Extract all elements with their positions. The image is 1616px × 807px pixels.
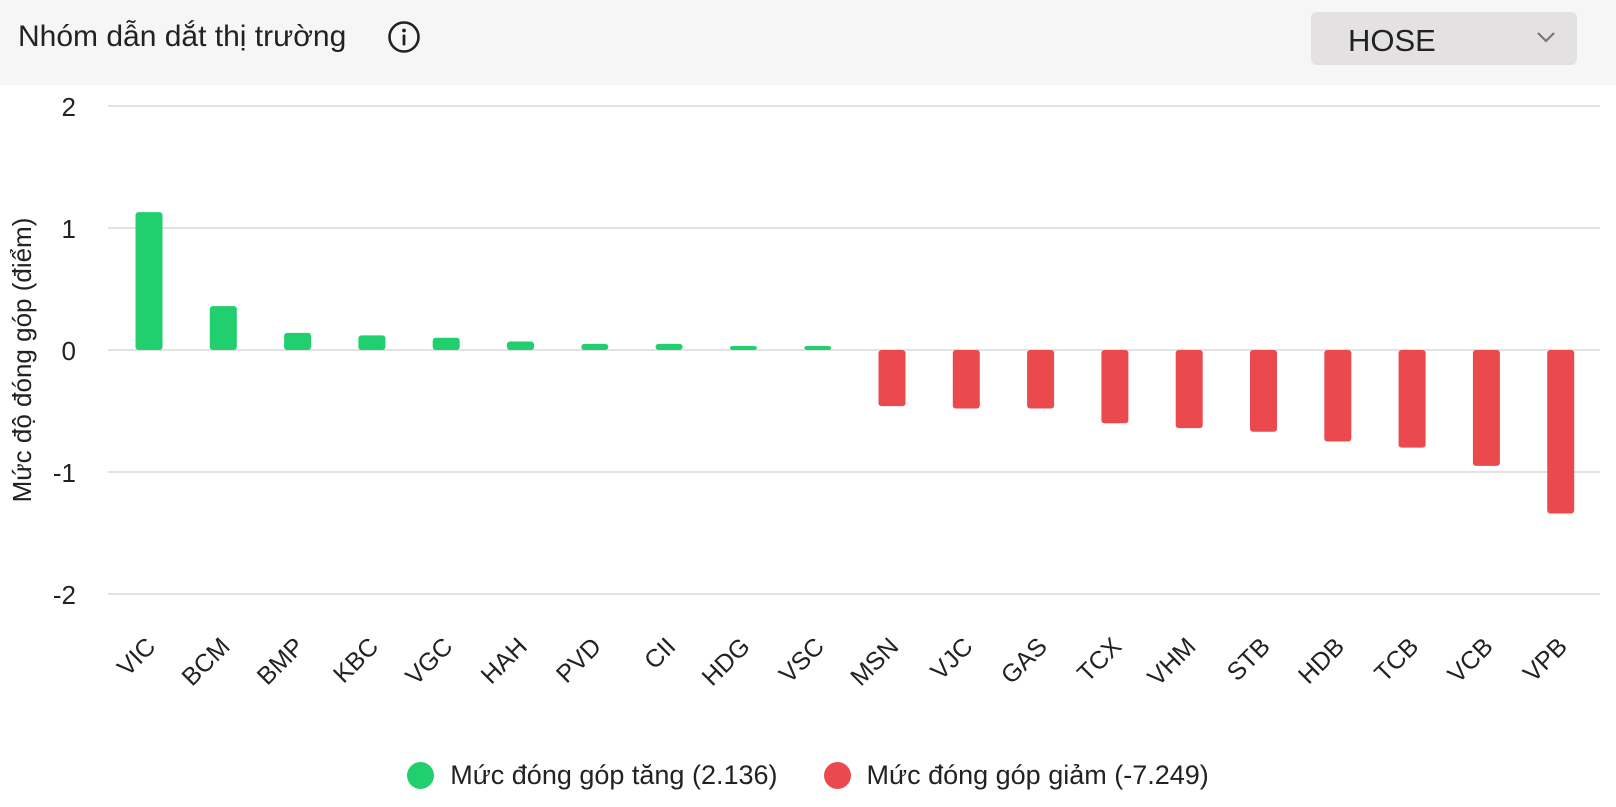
bar-hah[interactable] (507, 341, 534, 350)
x-tick-label: HDB (1293, 632, 1350, 689)
x-tick-label: VHM (1142, 632, 1201, 691)
chevron-down-icon (1537, 32, 1555, 43)
bar-hdb[interactable] (1324, 350, 1352, 442)
bar-vcb[interactable] (1472, 350, 1500, 466)
x-tick-label: TCB (1369, 632, 1424, 687)
chart-legend: Mức đóng góp tăng (2.136) Mức đóng góp g… (0, 755, 1616, 795)
legend-label-decrease: Mức đóng góp giảm (-7.249) (866, 759, 1209, 790)
bar-tcx[interactable] (1101, 350, 1129, 424)
bar-tcb[interactable] (1398, 350, 1426, 448)
bar-stb[interactable] (1250, 350, 1277, 432)
legend-item-decrease[interactable]: Mức đóng góp giảm (-7.249) (823, 759, 1209, 791)
bar-vic[interactable] (135, 212, 163, 350)
bar-vpb[interactable] (1547, 350, 1575, 514)
y-tick-label: -1 (53, 458, 76, 488)
x-tick-label: CII (639, 632, 681, 674)
bar-pvd[interactable] (581, 343, 609, 350)
bar-msn[interactable] (878, 350, 906, 407)
x-tick-label: HAH (476, 632, 533, 689)
y-axis-ticks: 2 1 0 -1 -2 (53, 92, 76, 610)
bar-vhm[interactable] (1175, 350, 1203, 429)
x-tick-label: VPB (1518, 632, 1573, 687)
bars (135, 212, 1575, 514)
x-tick-label: VCB (1442, 632, 1498, 688)
x-tick-label: HDG (697, 632, 756, 691)
x-tick-label: KBC (328, 632, 384, 688)
x-tick-label: VGC (400, 632, 458, 690)
x-tick-label: BCM (176, 632, 235, 691)
x-axis-ticks: VIC BCM BMP KBC VGC HAH PVD CII HDG VSC MSN VJC GAS T… (112, 632, 1573, 691)
x-tick-label: MSN (845, 632, 904, 691)
x-tick-label: VSC (774, 632, 830, 688)
exchange-select-value: HOSE (1348, 23, 1436, 58)
x-tick-label: PVD (551, 632, 607, 688)
bar-cii[interactable] (655, 343, 683, 350)
grid-lines (108, 105, 1600, 595)
y-tick-label: 2 (62, 92, 76, 122)
x-tick-label: VJC (925, 632, 978, 685)
bar-bcm[interactable] (209, 306, 237, 350)
x-tick-label: BMP (252, 632, 310, 690)
exchange-select[interactable]: HOSE (1311, 12, 1577, 65)
x-tick-label: VIC (112, 632, 161, 681)
bar-vsc[interactable] (804, 346, 832, 350)
legend-label-increase: Mức đóng góp tăng (2.136) (450, 759, 778, 790)
x-tick-label: GAS (996, 632, 1053, 689)
page-title: Nhóm dẫn dắt thị trường (18, 20, 347, 53)
y-tick-label: 1 (62, 214, 76, 244)
info-circle-icon[interactable] (387, 20, 421, 54)
bar-gas[interactable] (1027, 350, 1055, 409)
y-tick-label: 0 (62, 336, 76, 366)
legend-dot-decrease (823, 761, 851, 789)
y-tick-label: -2 (53, 580, 76, 610)
legend-dot-increase (407, 761, 435, 789)
legend-item-increase[interactable]: Mức đóng góp tăng (2.136) (407, 759, 778, 791)
x-tick-label: STB (1222, 632, 1276, 686)
header-bar: Nhóm dẫn dắt thị trường HOSE (0, 0, 1616, 85)
x-tick-label: TCX (1072, 632, 1127, 687)
contribution-bar-chart: 2 1 0 -1 -2 VIC BCM BMP KBC VGC HAH PVD CII HDG VSC MS… (7, 92, 1600, 692)
bar-vgc[interactable] (432, 337, 460, 350)
y-axis-label: Mức độ đóng góp (điểm) (7, 218, 37, 503)
bar-vjc[interactable] (952, 350, 980, 409)
bar-kbc[interactable] (358, 335, 386, 350)
bar-bmp[interactable] (284, 332, 312, 350)
bar-hdg[interactable] (729, 346, 757, 350)
